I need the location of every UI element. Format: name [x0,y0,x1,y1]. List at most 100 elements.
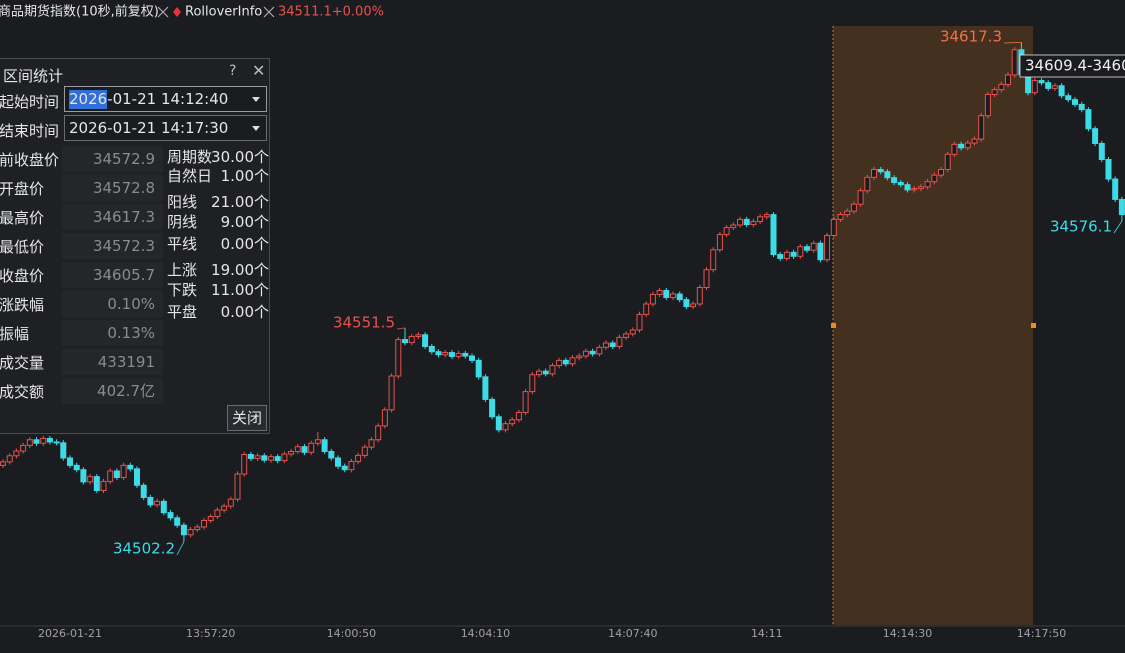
close-icon[interactable]: ✕ [252,61,266,80]
candle-body [448,352,455,357]
row-value: 0.10% [62,291,163,317]
help-button[interactable]: ? [229,63,237,79]
candle-body [1105,159,1112,180]
candle-body [308,442,315,453]
range-handle[interactable] [1031,323,1036,328]
x-tick-label: 14:00:50 [327,627,376,640]
end-input[interactable]: 2026-01-21 14:17:30 [64,115,267,141]
candle-body [509,419,516,425]
candle-body [656,290,663,295]
candle-body [911,188,918,191]
candle-body [549,365,556,375]
candle-body [40,437,47,444]
candle-body [1085,109,1092,130]
candle-body [187,529,194,536]
candle-body [783,251,790,259]
candle-body [777,254,784,259]
row-value: 34572.8 [62,175,163,201]
dropdown-arrow[interactable] [252,126,260,131]
candle-body [944,153,951,170]
candle-body [542,370,549,375]
x-tick-label: 2026-01-21 [38,627,102,640]
candle-body [670,293,676,298]
candle-body [489,398,496,418]
candle-body [609,342,616,347]
price-range-label: 34609.4-3460 [1025,57,1125,75]
candle-body [408,336,415,344]
candle-body [824,234,831,261]
candle-body [154,500,161,506]
stat-label: 平盘 [167,303,198,321]
tab-close[interactable] [263,6,275,18]
candle-body [227,498,234,507]
range-handle[interactable] [831,323,836,328]
candle-body [522,391,529,413]
candle-body [1072,99,1078,105]
candle-body [951,143,958,155]
candle-body [770,214,777,256]
candle-body [1011,49,1018,76]
candle-body [381,409,388,427]
start-input[interactable]: 2026-01-21 14:12:40 [64,86,267,112]
candles [0,42,1125,542]
candle-body [375,425,382,441]
candle-body [917,186,924,190]
annotation-pointer [1113,220,1123,234]
candle-body [127,464,134,470]
candle-body [938,168,944,176]
candle-body [716,234,723,251]
stat-value: 9.00个 [220,213,269,231]
candle-body [147,496,154,506]
price-annotation: 34617.3 [940,28,1002,46]
candle-body [964,142,971,149]
close-button[interactable]: 关闭 [227,405,267,431]
stat-label: 下跌 [167,281,198,299]
candle-body [247,454,254,459]
candle-body [984,93,991,117]
candle-body [241,454,248,475]
candle-body [931,174,938,183]
candle-body [113,470,120,479]
candle-body [837,214,844,220]
dialog-title: 区间统计 [3,67,64,85]
x-axis: 2026-01-21 13:57:20 14:00:50 14:04:10 14:07:… [38,627,1066,640]
row-value: 34572.3 [62,233,163,259]
stat-value: 11.00个 [211,281,269,299]
candle-body [991,89,998,95]
end-value: 2026-01-21 14:17:30 [69,119,229,137]
candle-body [1031,80,1038,94]
candle-body [0,461,6,466]
row-value: 0.13% [62,320,163,346]
candle-body [1065,95,1072,101]
candle-body [415,334,422,338]
candle-body [314,439,321,444]
candle-body [1098,142,1105,161]
price-annotation: 34576.1 [1050,218,1112,236]
candle-body [596,346,603,355]
candle-body [435,351,442,356]
dropdown-arrow[interactable] [252,97,260,102]
tab-title[interactable]: RolloverInfo [185,5,262,20]
candle-body [194,526,201,531]
annotation-pointer [1003,41,1022,44]
row-label: 振幅 [0,325,30,343]
candle-body [214,509,221,518]
candle-body [850,203,857,212]
candle-body [763,214,770,218]
candle-body [368,439,375,448]
candle-body [616,336,623,347]
stat-label: 自然日 [167,167,213,185]
candle-body [455,352,462,357]
tab-title[interactable]: 商品期货指数(10秒,前复权) [0,4,159,20]
candle-body [100,480,107,492]
candle-body [703,269,710,288]
candle-body [1045,82,1052,89]
tab-icon [173,7,181,17]
annotation-pointer [396,327,406,330]
candle-body [160,500,167,514]
candle-body [442,352,449,356]
candle-body [1078,103,1085,111]
row-label: 成交额 [0,383,45,401]
tab-close[interactable] [157,6,169,18]
